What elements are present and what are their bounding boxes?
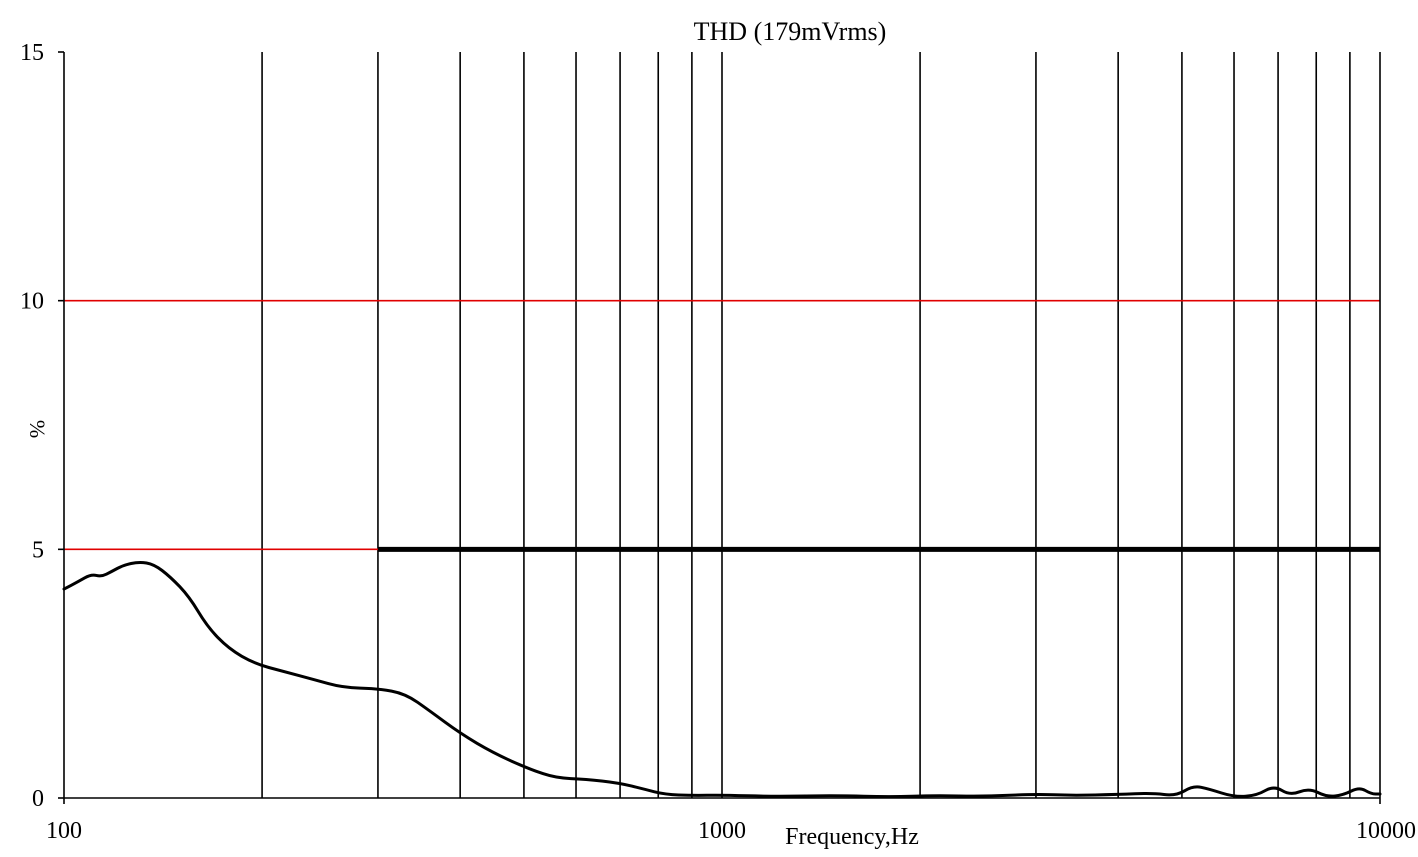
- x-tick-label-10000: 10000: [1356, 818, 1416, 844]
- x-tick-label-1000: 1000: [698, 818, 746, 844]
- chart-title: THD (179mVrms): [694, 17, 887, 46]
- x-tick-label-100: 100: [46, 818, 82, 844]
- y-tick-label-5: 5: [32, 537, 44, 563]
- y-axis-label: %: [25, 420, 50, 438]
- y-tick-label-15: 15: [20, 40, 44, 66]
- y-tick-label-10: 10: [20, 289, 44, 315]
- x-axis-label: Frequency,Hz: [785, 824, 919, 850]
- y-tick-label-0: 0: [32, 786, 44, 812]
- thd-series-line-0: [62, 561, 1382, 799]
